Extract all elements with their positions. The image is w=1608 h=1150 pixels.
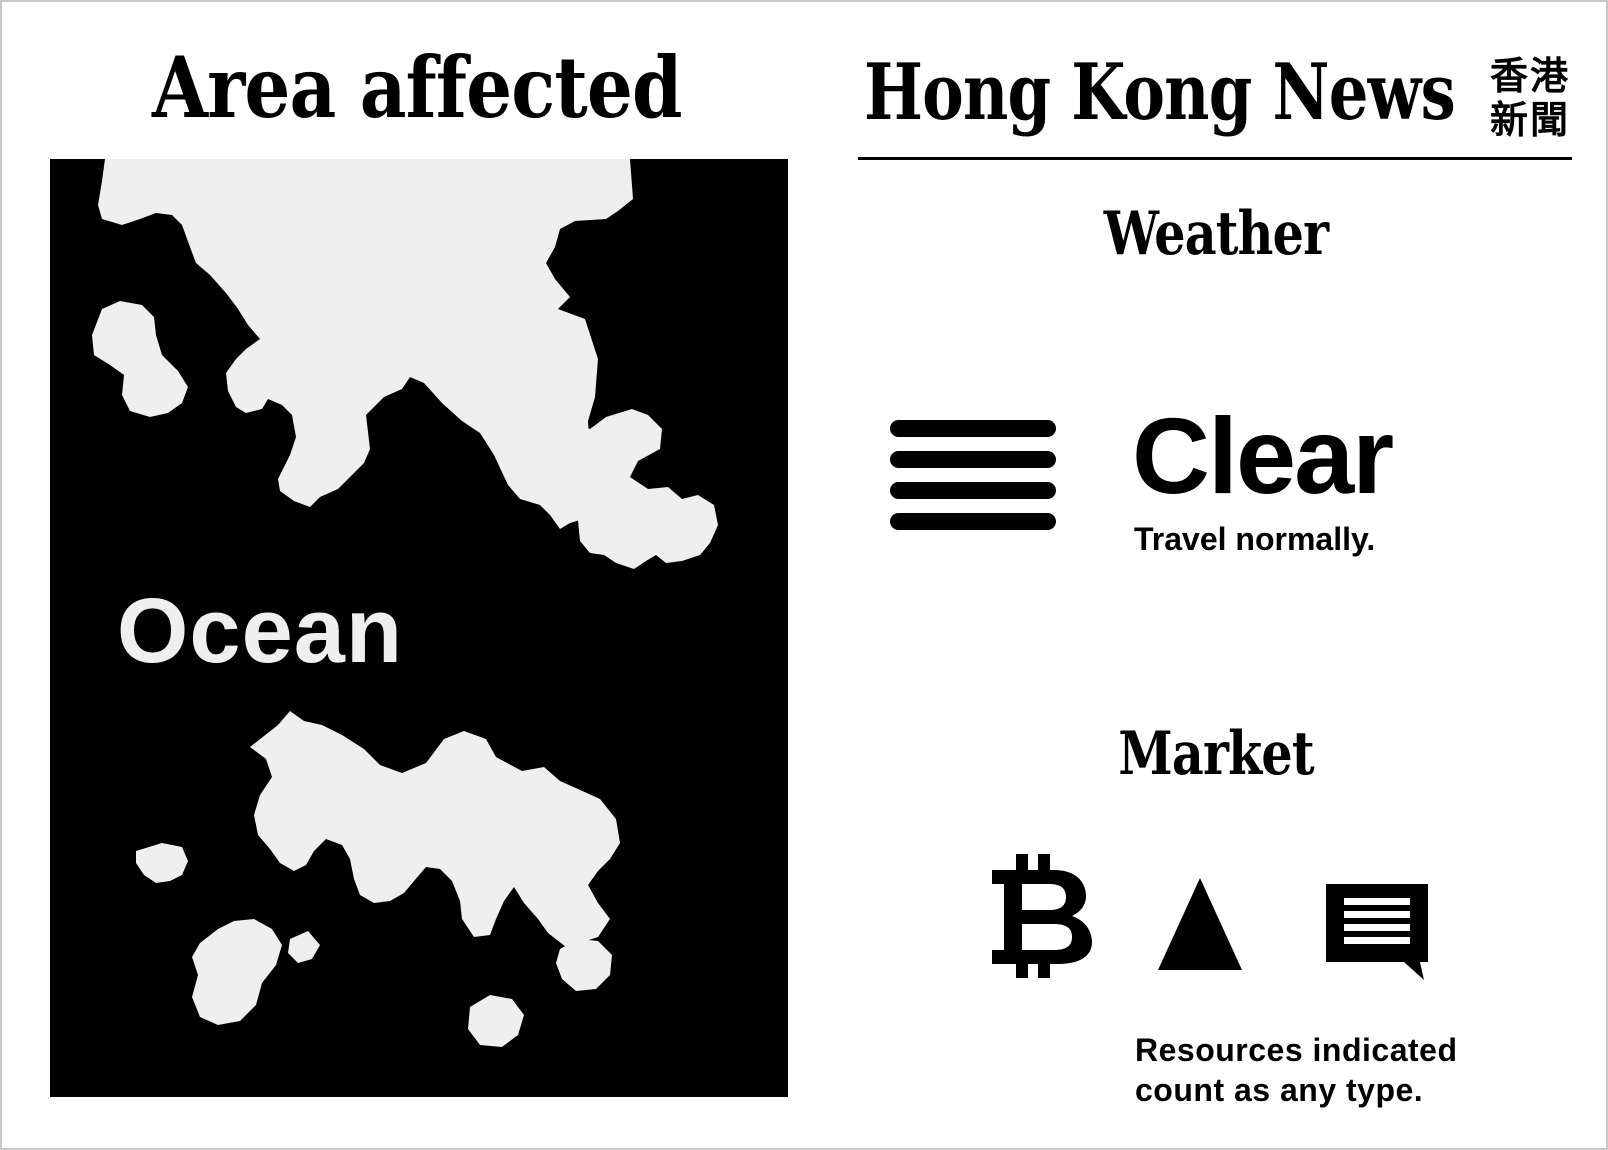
land-southwest-island-1 — [136, 843, 188, 883]
weather-heading: Weather — [1103, 199, 1329, 269]
title-divider — [858, 157, 1572, 160]
fog-line — [890, 513, 1056, 530]
hong-kong-news-title: Hong Kong News — [864, 47, 1456, 138]
map-land-shapes — [92, 159, 718, 1047]
land-south-island — [250, 711, 620, 947]
area-affected-title: Area affected — [152, 38, 682, 137]
land-west-island — [92, 301, 188, 417]
land-south-islet-2 — [556, 939, 612, 991]
land-east-peninsula — [554, 409, 718, 569]
bitcoin-icon — [992, 854, 1092, 978]
fog-line — [890, 420, 1056, 437]
cjk-title-line-1: 香港 — [1489, 54, 1570, 98]
market-note: Resources indicated count as any type. — [1135, 1030, 1458, 1110]
weather-status: Clear — [1132, 395, 1394, 516]
area-map: Ocean — [50, 159, 788, 1097]
triangle-icon — [1158, 878, 1242, 970]
land-south-islet-1 — [468, 995, 524, 1047]
market-heading: Market — [1118, 719, 1314, 789]
fog-line — [890, 482, 1056, 499]
land-southwest-island-3 — [288, 931, 320, 963]
land-southwest-island-2 — [192, 919, 282, 1025]
market-note-line-2: count as any type. — [1135, 1072, 1424, 1108]
weather-note: Travel normally. — [1134, 521, 1376, 557]
market-note-line-1: Resources indicated — [1135, 1032, 1458, 1068]
land-mainland — [98, 159, 633, 529]
fog-line — [890, 451, 1056, 468]
cjk-title-line-2: 新聞 — [1489, 98, 1570, 142]
fog-lines-icon — [890, 418, 1056, 538]
ocean-label: Ocean — [116, 580, 404, 682]
chat-message-icon — [1326, 884, 1428, 980]
hong-kong-news-cjk-title: 香港 新聞 — [1484, 54, 1576, 142]
